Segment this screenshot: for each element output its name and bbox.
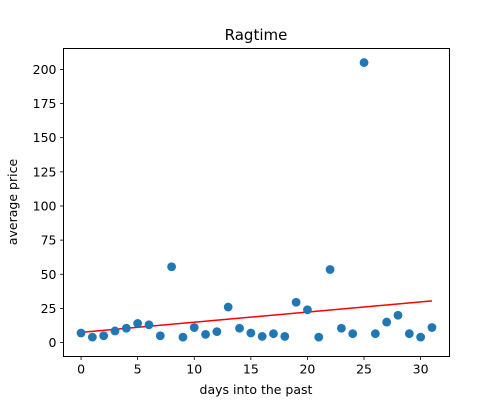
x-tick-label: 0 xyxy=(77,362,85,377)
plot-area xyxy=(63,48,450,357)
chart-title: Ragtime xyxy=(225,26,288,44)
y-tick-label: 100 xyxy=(33,198,57,213)
data-point xyxy=(189,323,199,332)
y-tick-label: 50 xyxy=(41,267,57,282)
x-axis-ticks: 0 5 10 15 20 25 30 xyxy=(77,356,429,377)
y-tick-label: 200 xyxy=(33,62,57,77)
y-tick-label: 75 xyxy=(41,233,57,248)
data-point xyxy=(404,329,414,339)
data-point xyxy=(155,331,165,341)
data-point xyxy=(178,332,188,342)
data-point xyxy=(121,323,131,333)
data-point xyxy=(167,262,177,272)
data-point xyxy=(314,332,324,342)
data-point xyxy=(99,331,109,341)
data-point xyxy=(416,332,426,342)
y-tick-label: 150 xyxy=(33,130,57,145)
data-point xyxy=(269,329,278,339)
data-point xyxy=(235,323,244,333)
data-point xyxy=(370,329,380,339)
x-tick-label: 30 xyxy=(413,362,429,377)
data-point xyxy=(257,332,267,341)
data-point xyxy=(246,328,256,338)
data-point xyxy=(280,332,290,341)
x-tick-label: 10 xyxy=(186,362,202,377)
data-point xyxy=(212,327,222,337)
data-point xyxy=(359,58,369,67)
data-point xyxy=(382,317,392,327)
plot-frame xyxy=(63,48,450,357)
data-point xyxy=(144,320,154,330)
x-tick-label: 5 xyxy=(134,362,142,377)
y-tick-label: 25 xyxy=(41,301,57,316)
y-axis-label: average price xyxy=(5,159,20,246)
data-point xyxy=(76,328,86,338)
x-tick-label: 25 xyxy=(356,362,372,377)
data-point xyxy=(336,323,346,333)
data-point xyxy=(393,310,403,320)
y-axis-ticks: 0 25 50 75 100 125 150 175 200 xyxy=(33,62,64,350)
x-tick-label: 20 xyxy=(299,362,315,377)
data-point xyxy=(427,323,437,332)
data-point xyxy=(291,297,301,307)
x-axis-label: days into the past xyxy=(200,382,313,397)
y-tick-label: 125 xyxy=(33,164,57,179)
data-point xyxy=(303,305,312,315)
data-point xyxy=(325,265,335,274)
data-point xyxy=(223,302,233,312)
y-tick-label: 0 xyxy=(49,335,57,350)
x-tick-label: 15 xyxy=(243,362,259,377)
y-tick-label: 175 xyxy=(33,96,57,111)
data-point xyxy=(110,326,120,336)
data-point xyxy=(348,329,358,339)
scatter-points xyxy=(76,58,437,342)
data-point xyxy=(87,332,97,342)
data-point xyxy=(201,329,210,339)
data-point xyxy=(133,319,143,328)
